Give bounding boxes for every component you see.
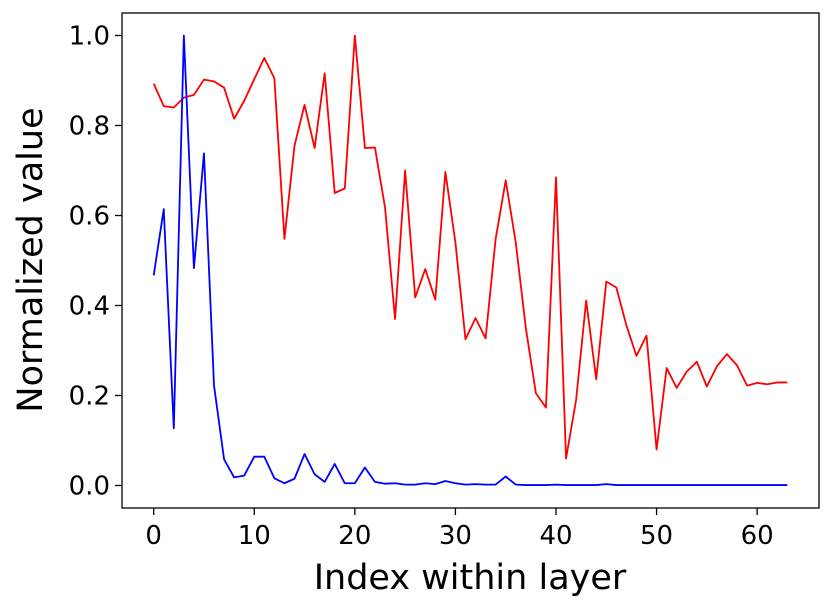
y-tick-label: 1.0	[69, 22, 110, 52]
x-tick-label: 60	[741, 521, 774, 551]
series-line-1	[152, 34, 788, 460]
y-tick-label: 0.4	[69, 292, 110, 322]
x-axis: 0 10 20 30 40 50 60	[145, 508, 774, 551]
x-tick-label: 30	[439, 521, 472, 551]
series-layer	[152, 34, 788, 486]
x-tick-label: 40	[539, 521, 572, 551]
y-tick-label: 0.0	[69, 472, 110, 502]
x-tick-label: 10	[238, 521, 271, 551]
y-tick-label: 0.6	[69, 202, 110, 232]
series-line-2	[152, 34, 788, 486]
x-tick-label: 50	[640, 521, 673, 551]
x-tick-label: 20	[338, 521, 371, 551]
plot-frame	[121, 12, 820, 509]
y-axis-title: Normalized value	[11, 107, 51, 412]
x-tick-label: 0	[145, 521, 162, 551]
y-tick-label: 0.8	[69, 112, 110, 142]
y-tick-label: 0.2	[69, 382, 110, 412]
x-axis-title: Index within layer	[314, 558, 627, 598]
y-axis: 0.0 0.2 0.4 0.6 0.8 1.0	[69, 22, 122, 502]
